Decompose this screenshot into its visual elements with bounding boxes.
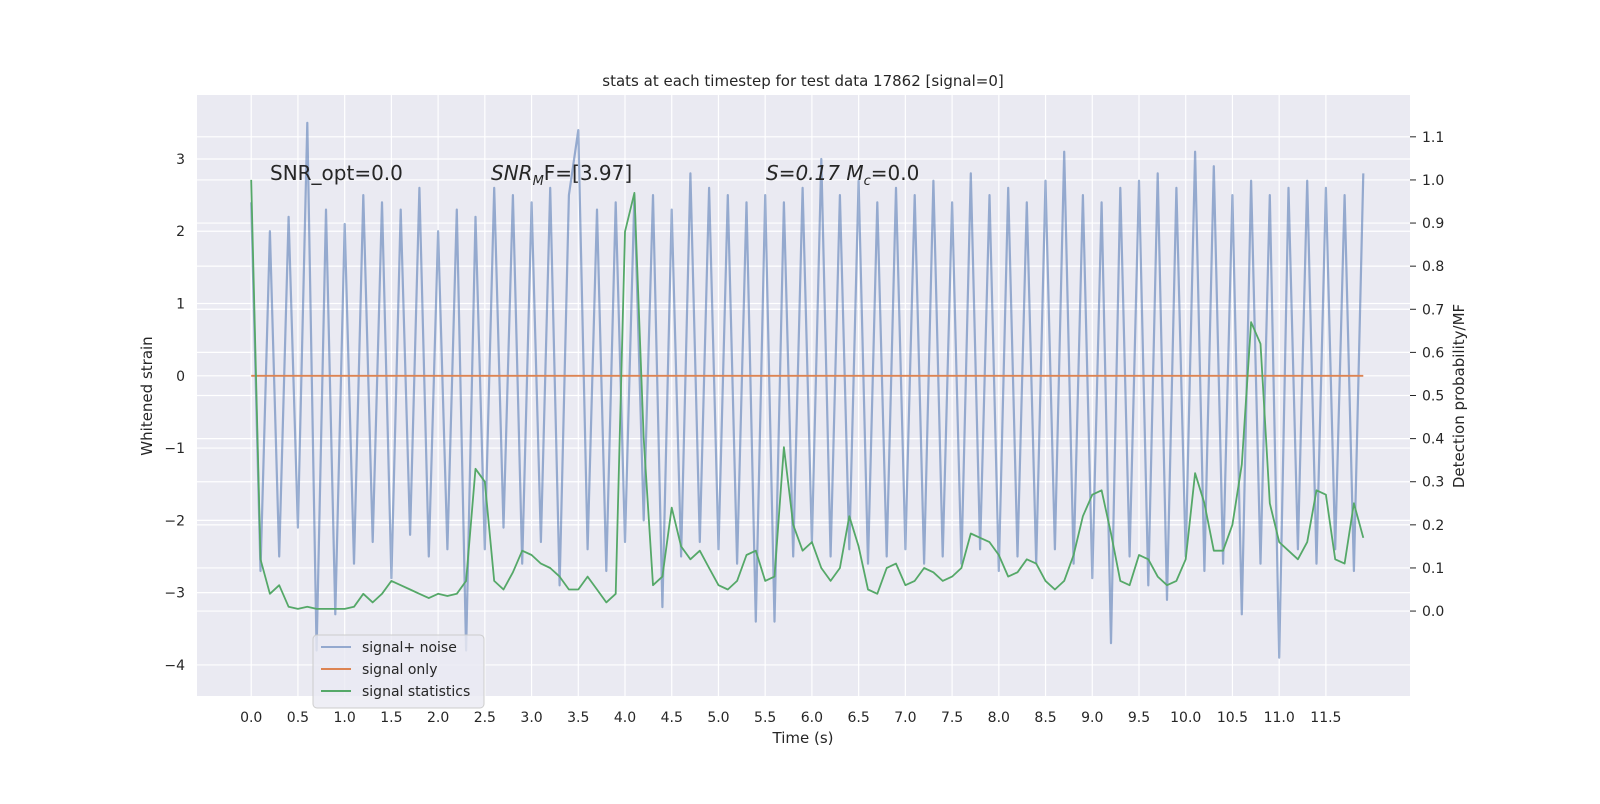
series-line xyxy=(250,121,1365,659)
x-tick-label: 9.5 xyxy=(1128,710,1150,726)
x-tick-label: 2.0 xyxy=(427,710,449,726)
annotation-part: c xyxy=(864,174,871,189)
x-tick-label: 8.5 xyxy=(1034,710,1056,726)
y2-tick-label: 0.7 xyxy=(1422,302,1444,318)
chart-title: stats at each timestep for test data 178… xyxy=(602,72,1003,90)
x-tick-label: 6.5 xyxy=(848,710,870,726)
annotation-part: F=[3.97] xyxy=(544,161,632,185)
y2-tick-label: 0.2 xyxy=(1422,518,1444,534)
y2-tick-label: 1.0 xyxy=(1422,173,1444,189)
x-tick-label: 11.5 xyxy=(1310,710,1341,726)
x-tick-label: 4.0 xyxy=(614,710,636,726)
legend-box xyxy=(312,634,485,709)
y2-tick-label: 0.3 xyxy=(1422,475,1444,491)
series-line xyxy=(250,179,1365,610)
y2-tick-label: 0.5 xyxy=(1422,389,1444,405)
y-axis-label: Whitened strain xyxy=(138,336,156,455)
x-tick-label: 10.5 xyxy=(1217,710,1248,726)
legend: signal+ noise signal only signal statistic… xyxy=(312,634,485,709)
x-tick-label: 8.0 xyxy=(988,710,1010,726)
x-tick-label: 5.0 xyxy=(707,710,729,726)
y2-tick-label: 0.1 xyxy=(1422,561,1444,577)
y-tick-label: 0 xyxy=(176,369,185,385)
y-tick-label: −2 xyxy=(164,513,185,529)
x-tick-label: 4.5 xyxy=(661,710,683,726)
x-tick-label: 7.5 xyxy=(941,710,963,726)
y-tick-label: −4 xyxy=(164,658,185,674)
annotation-part: SNR xyxy=(491,161,533,185)
y2-tick-label: 0.6 xyxy=(1422,345,1444,361)
legend-label: signal+ noise xyxy=(362,640,457,656)
x-tick-label: 1.0 xyxy=(334,710,356,726)
x-tick-label: 2.5 xyxy=(474,710,496,726)
y-tick-label: 2 xyxy=(176,224,185,240)
x-tick-label: 7.0 xyxy=(894,710,916,726)
x-tick-label: 3.5 xyxy=(567,710,589,726)
y2-tick-label: 1.1 xyxy=(1422,130,1444,146)
annotation-part: M xyxy=(533,174,544,189)
y-tick-label: −1 xyxy=(164,441,185,457)
legend-label: signal statistics xyxy=(362,684,470,700)
x-tick-label: 11.0 xyxy=(1264,710,1295,726)
y2-tick-label: 0.8 xyxy=(1422,259,1444,275)
x-tick-label: 5.5 xyxy=(754,710,776,726)
x-tick-label: 0.5 xyxy=(287,710,309,726)
annotation: S=0.17 Mc=0.0 xyxy=(766,161,919,189)
annotation-part: =0.0 xyxy=(871,161,920,185)
y2-axis-label: Detection probability/MF xyxy=(1450,304,1468,488)
y2-tick-label: 0.9 xyxy=(1422,216,1444,232)
legend-label: signal only xyxy=(362,662,437,678)
y-tick-label: 3 xyxy=(176,152,185,168)
annotation-part: S=0.17 M xyxy=(766,161,864,185)
annotation-part: SNR_opt=0.0 xyxy=(270,161,403,185)
x-axis-label: Time (s) xyxy=(772,729,834,747)
y2-tick-label: 0.0 xyxy=(1422,604,1444,620)
annotation: SNRMF=[3.97] xyxy=(491,161,632,189)
y2-tick-label: 0.4 xyxy=(1422,432,1444,448)
x-tick-label: 3.0 xyxy=(520,710,542,726)
y-tick-label: 1 xyxy=(176,297,185,313)
x-tick-label: 1.5 xyxy=(380,710,402,726)
x-tick-label: 6.0 xyxy=(801,710,823,726)
axes: 0.0 0.5 1.0 1.5 2.0 2.5 3.0 3.5 4.0 4.5 5.0 5.5 6.0 6… xyxy=(164,130,1444,726)
y-tick-label: −3 xyxy=(164,586,185,602)
marks xyxy=(250,121,1365,659)
annotation: SNR_opt=0.0 xyxy=(270,161,403,185)
x-tick-label: 9.0 xyxy=(1081,710,1103,726)
x-tick-label: 10.0 xyxy=(1170,710,1201,726)
x-tick-label: 0.0 xyxy=(240,710,262,726)
